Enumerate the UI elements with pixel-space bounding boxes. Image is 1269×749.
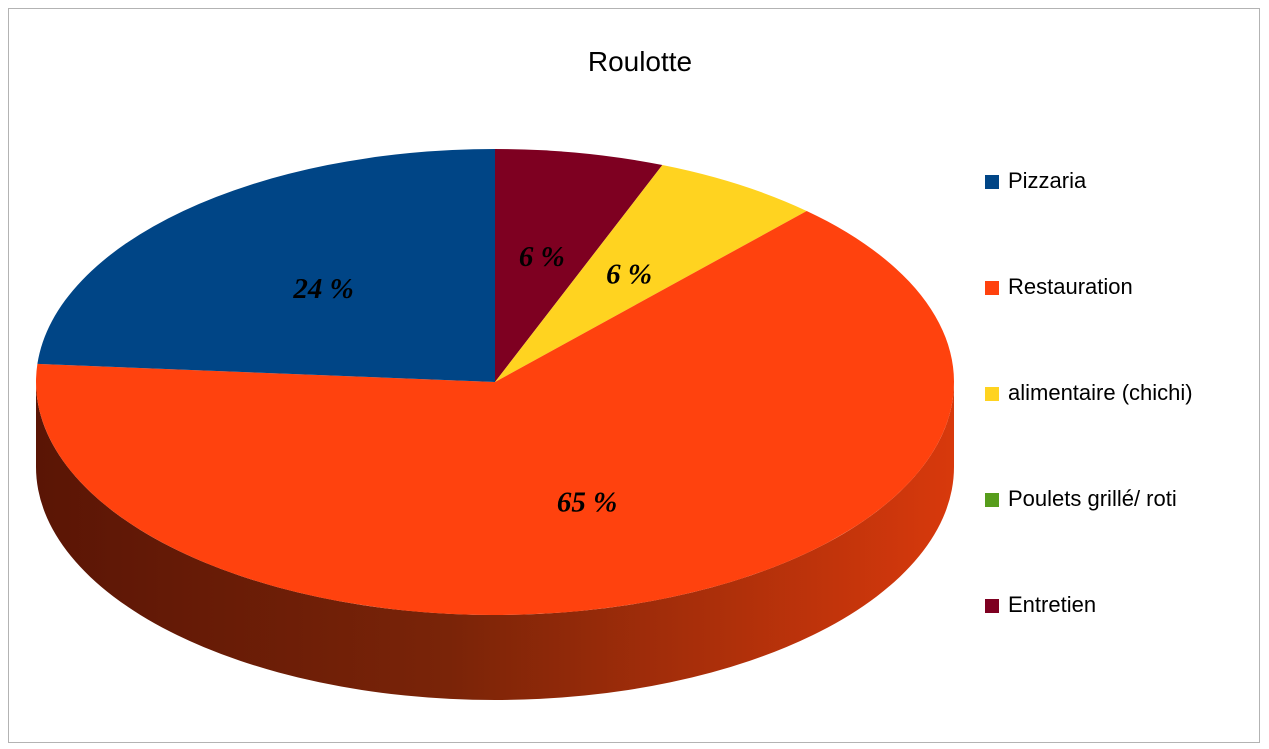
chart-title: Roulotte bbox=[587, 46, 693, 77]
data-label-restauration: 65 % bbox=[557, 486, 617, 518]
legend-swatch-poulets-grille-roti bbox=[985, 493, 999, 507]
legend-label-pizzaria: Pizzaria bbox=[1008, 168, 1087, 193]
legend-label-poulets-grille-roti: Poulets grillé/ roti bbox=[1008, 486, 1177, 511]
slice-restauration bbox=[35, 210, 954, 616]
data-label-pizzaria: 24 % bbox=[292, 273, 353, 305]
legend-swatch-alimentaire-chichi bbox=[985, 387, 999, 401]
pie-side-wall bbox=[36, 382, 954, 700]
legend-swatch-pizzaria bbox=[985, 175, 999, 189]
slice-pizzaria bbox=[37, 149, 495, 382]
legend-label-entretien: Entretien bbox=[1008, 592, 1097, 617]
slice-alimentaire-chichi bbox=[495, 165, 807, 382]
legend-swatch-restauration bbox=[985, 281, 999, 295]
data-label-alimentaire-chichi: 6 % bbox=[606, 258, 652, 290]
legend-label-restauration: Restauration bbox=[1008, 274, 1133, 299]
slice-entretien bbox=[495, 149, 663, 382]
data-label-entretien: 6 % bbox=[519, 241, 565, 273]
legend-swatch-entretien bbox=[985, 599, 999, 613]
legend-label-alimentaire-chichi: alimentaire (chichi) bbox=[1008, 380, 1193, 405]
